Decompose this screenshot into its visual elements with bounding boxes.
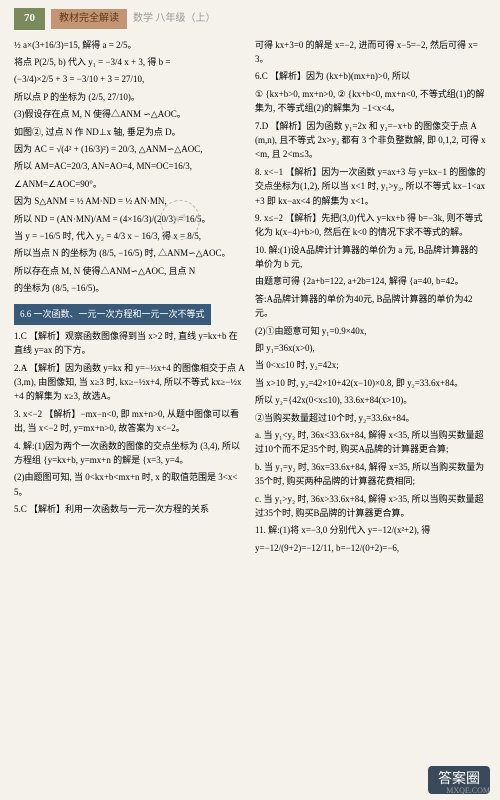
- question-item: 3. x<−2 【解析】−mx−n<0, 即 mx+n>0, 从题中图像可以看出…: [14, 407, 245, 436]
- question-item: 1.C 【解析】观察函数图像得到当 x>2 时, 直线 y=kx+b 在直线 y…: [14, 329, 245, 358]
- text-line: 将点 P(2/5, b) 代入 y₁ = −3/4 x + 3, 得 b =: [14, 55, 245, 69]
- text-line: 的坐标为 (8/5, −16/5)。: [14, 281, 245, 295]
- text-line: 所以存在点 M, N 使得△ANM∽△AOC, 且点 N: [14, 264, 245, 278]
- text-line: 即 y₁=36x(x>0),: [255, 341, 486, 355]
- text-line: y=−12/(9+2)=−12/11, b=−12/(0+2)=−6,: [255, 541, 486, 555]
- text-line: ① {kx+b>0, mx+n>0, ② {kx+b<0, mx+n<0, 不等…: [255, 87, 486, 116]
- subject-label: 数学 八年级（上）: [133, 11, 216, 27]
- text-line: 所以点 P 的坐标为 (2/5, 27/10)。: [14, 90, 245, 104]
- question-item: 4. 解:(1)因为两个一次函数的图像的交点坐标为 (3,4), 所以方程组 {…: [14, 439, 245, 468]
- text-line: 因为 S△ANM = ½ AM·ND = ½ AN·MN,: [14, 194, 245, 208]
- text-line: 所以 y₂={42x(0<x≤10), 33.6x+84(x>10)。: [255, 393, 486, 407]
- text-line: (2)①由题意可知 y₁=0.9×40x,: [255, 324, 486, 338]
- text-line: 所以 ND = (AN·MN)/AM = (4×16/3)/(20/3) = 1…: [14, 212, 245, 226]
- text-line: 所以 AM=AC=20/3, AN=AO=4, MN=OC=16/3,: [14, 159, 245, 173]
- text-line: (−3/4)×2/5 + 3 = −3/10 + 3 = 27/10,: [14, 72, 245, 86]
- text-line: 10. 解:(1)设A品牌计计算器的单价为 a 元, B品牌计算器的单价为 b …: [255, 243, 486, 272]
- text-line: 6.C 【解析】因为 (kx+b)(mx+n)>0, 所以: [255, 69, 486, 83]
- text-line: ∠ANM=∠AOC=90°。: [14, 177, 245, 191]
- text-line: 8. x<−1 【解析】因为一次函数 y=ax+3 与 y=kx−1 的图像的交…: [255, 165, 486, 208]
- text-line: b. 当 y₁=y₂ 时, 36x=33.6x+84, 解得 x=35, 所以当…: [255, 460, 486, 489]
- text-line: 9. x≤−2 【解析】先把(3,0)代入 y=kx+b 得 b=−3k, 则不…: [255, 211, 486, 240]
- right-column: 可得 kx+3=0 的解是 x=−2, 进而可得 x−5=−2, 然后可得 x=…: [255, 38, 486, 559]
- text-line: 如图②, 过点 N 作 ND⊥x 轴, 垂足为点 D。: [14, 125, 245, 139]
- question-item: 5.C 【解析】利用一次函数与一元一次方程的关系: [14, 502, 245, 516]
- text-line: ②当购买数量超过10个时, y₂=33.6x+84。: [255, 411, 486, 425]
- content-columns: ½ a×(3+16/3)=15, 解得 a = 2/5。 将点 P(2/5, b…: [14, 38, 486, 559]
- text-line: a. 当 y₁<y₂ 时, 36x<33.6x+84, 解得 x<35, 所以当…: [255, 428, 486, 457]
- text-line: (3)假设存在点 M, N 使得△ANM ∽△AOC。: [14, 107, 245, 121]
- text-line: 可得 kx+3=0 的解是 x=−2, 进而可得 x−5=−2, 然后可得 x=…: [255, 38, 486, 67]
- text-line: 11. 解:(1)将 x=−3,0 分别代入 y=−12/(x²+2), 得: [255, 523, 486, 537]
- text-line: 7.D 【解析】因为函数 y₁=2x 和 y₂=−x+b 的图像交于点 A(m,…: [255, 119, 486, 162]
- text-line: 答:A品牌计算器的单价为40元, B品牌计算器的单价为42元。: [255, 292, 486, 321]
- question-item: (2)由题图可知, 当 0<kx+b<mx+n 时, x 的取值范围是 3<x<…: [14, 470, 245, 499]
- text-line: 由题意可得 {2a+b=122, a+2b=124, 解得 {a=40, b=4…: [255, 274, 486, 288]
- text-line: 当 x>10 时, y₂=42×10+42(x−10)×0.8, 即 y₂=33…: [255, 376, 486, 390]
- text-line: 所以当点 N 的坐标为 (8/5, −16/5) 时, △ANM∽△AOC。: [14, 246, 245, 260]
- section-heading: 6.6 一次函数、一元一次方程和一元一次不等式: [14, 304, 211, 324]
- question-item: 2.A 【解析】因为函数 y=kx 和 y=−½x+4 的图像相交于点 A(3,…: [14, 361, 245, 404]
- text-line: ½ a×(3+16/3)=15, 解得 a = 2/5。: [14, 38, 245, 52]
- page-number: 70: [14, 8, 45, 30]
- watermark-url: MXQE.COM: [446, 785, 490, 798]
- text-line: 当 0<x≤10 时, y₂=42x;: [255, 358, 486, 372]
- series-title: 教材完全解读: [51, 9, 127, 29]
- text-line: c. 当 y₁>y₂ 时, 36x>33.6x+84, 解得 x>35, 所以当…: [255, 492, 486, 521]
- text-line: 因为 AC = √(4² + (16/3)²) = 20/3, △ANM∽△AO…: [14, 142, 245, 156]
- text-line: 当 y = −16/5 时, 代入 y₂ = 4/3 x − 16/3, 得 x…: [14, 229, 245, 243]
- page-header: 70 教材完全解读 数学 八年级（上）: [14, 8, 486, 30]
- left-column: ½ a×(3+16/3)=15, 解得 a = 2/5。 将点 P(2/5, b…: [14, 38, 245, 559]
